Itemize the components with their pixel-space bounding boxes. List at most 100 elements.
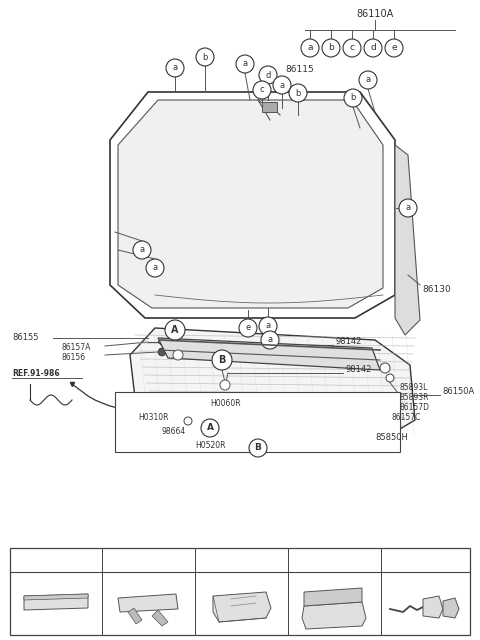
Text: a: a — [406, 204, 410, 212]
Text: 85893L: 85893L — [400, 383, 428, 392]
Text: e: e — [391, 44, 397, 52]
Text: 86155: 86155 — [12, 333, 38, 342]
Polygon shape — [395, 145, 420, 335]
Text: B: B — [254, 444, 262, 452]
Text: b: b — [202, 52, 208, 61]
Circle shape — [196, 48, 214, 66]
Text: c: c — [260, 86, 264, 95]
Text: a: a — [365, 76, 371, 84]
Polygon shape — [24, 594, 88, 600]
Polygon shape — [24, 594, 88, 610]
Circle shape — [386, 374, 394, 382]
Bar — [115, 392, 400, 452]
Polygon shape — [158, 338, 170, 346]
Text: a: a — [153, 264, 157, 273]
Text: 86157D: 86157D — [400, 403, 430, 413]
Text: 86124D: 86124D — [46, 556, 79, 564]
Text: 87864: 87864 — [138, 556, 165, 564]
Bar — [262, 102, 277, 112]
Circle shape — [259, 317, 277, 335]
Text: 98142: 98142 — [345, 365, 372, 374]
Polygon shape — [158, 338, 380, 370]
Text: e: e — [245, 323, 251, 333]
Circle shape — [166, 59, 184, 77]
Polygon shape — [213, 592, 271, 622]
Text: H0520R: H0520R — [195, 440, 226, 449]
Circle shape — [359, 71, 377, 89]
Text: A: A — [171, 325, 179, 335]
Circle shape — [173, 350, 183, 360]
Text: a: a — [279, 81, 285, 90]
Text: 86130: 86130 — [422, 285, 451, 294]
Polygon shape — [130, 328, 415, 435]
Circle shape — [301, 39, 319, 57]
Text: b: b — [295, 88, 300, 97]
Polygon shape — [110, 92, 395, 318]
Circle shape — [26, 552, 42, 568]
Circle shape — [212, 350, 232, 370]
Circle shape — [146, 259, 164, 277]
Polygon shape — [128, 608, 142, 624]
Text: 98664: 98664 — [162, 428, 186, 436]
Circle shape — [273, 76, 291, 94]
Text: 86156: 86156 — [62, 353, 86, 362]
Text: b: b — [328, 44, 334, 52]
Polygon shape — [152, 610, 168, 626]
Circle shape — [201, 419, 219, 437]
Circle shape — [158, 348, 166, 356]
Text: 98142: 98142 — [335, 337, 361, 346]
Circle shape — [395, 552, 411, 568]
Circle shape — [184, 417, 192, 425]
Circle shape — [322, 39, 340, 57]
Polygon shape — [423, 596, 443, 618]
Circle shape — [220, 380, 230, 390]
Circle shape — [261, 331, 279, 349]
Text: d: d — [265, 70, 271, 79]
Circle shape — [133, 241, 151, 259]
Text: 86110A: 86110A — [356, 9, 394, 19]
Circle shape — [239, 319, 257, 337]
Circle shape — [344, 89, 362, 107]
Circle shape — [259, 66, 277, 84]
Polygon shape — [304, 588, 362, 606]
Text: 97257U: 97257U — [231, 556, 264, 564]
Polygon shape — [302, 602, 366, 629]
Text: A: A — [206, 424, 214, 433]
Circle shape — [249, 439, 267, 457]
Text: a: a — [172, 63, 178, 72]
Text: a: a — [265, 321, 271, 330]
Circle shape — [211, 552, 227, 568]
Text: H0310R: H0310R — [138, 413, 168, 422]
Text: 86115: 86115 — [285, 65, 314, 74]
Text: d: d — [309, 556, 315, 564]
Circle shape — [118, 552, 134, 568]
Circle shape — [380, 363, 390, 373]
Circle shape — [165, 320, 185, 340]
Text: a: a — [307, 44, 313, 52]
Polygon shape — [118, 594, 178, 612]
Text: c: c — [349, 44, 355, 52]
Bar — [10, 548, 470, 635]
Text: c: c — [216, 556, 221, 564]
Polygon shape — [118, 100, 383, 308]
Text: B: B — [218, 355, 226, 365]
Circle shape — [289, 84, 307, 102]
Circle shape — [364, 39, 382, 57]
Circle shape — [399, 199, 417, 217]
Circle shape — [304, 552, 320, 568]
Text: e: e — [400, 556, 406, 564]
Text: 86157A: 86157A — [62, 344, 91, 353]
Text: H0060R: H0060R — [210, 399, 240, 408]
Text: 86115B: 86115B — [415, 556, 447, 564]
Text: a: a — [139, 246, 144, 255]
Text: 86150A: 86150A — [442, 387, 474, 397]
Polygon shape — [443, 598, 459, 618]
Text: a: a — [267, 335, 273, 344]
Text: REF.91-986: REF.91-986 — [12, 369, 60, 378]
Circle shape — [343, 39, 361, 57]
Text: 86157C: 86157C — [392, 413, 421, 422]
Circle shape — [236, 55, 254, 73]
Text: a: a — [242, 60, 248, 68]
Text: d: d — [370, 44, 376, 52]
Text: b: b — [123, 556, 129, 564]
